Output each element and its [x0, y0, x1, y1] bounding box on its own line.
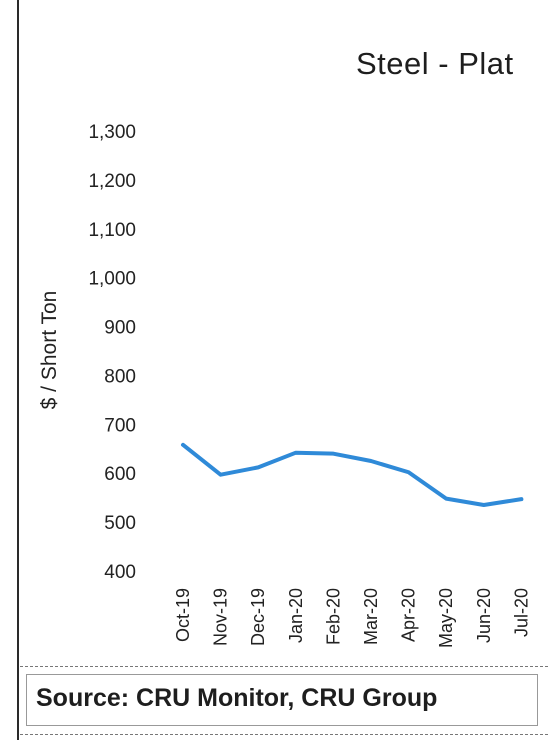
x-tick-label: Jul-20 — [511, 588, 531, 637]
source-box — [26, 674, 538, 726]
chart-title: Steel - Plat — [356, 46, 514, 81]
y-tick-label: 1,200 — [88, 171, 136, 192]
y-tick-label: 500 — [104, 513, 136, 534]
source-note: Source: CRU Monitor, CRU Group — [36, 684, 438, 712]
x-tick-label: May-20 — [436, 588, 456, 648]
x-tick-label: Jun-20 — [474, 588, 494, 643]
footer-divider-bottom — [20, 734, 548, 735]
x-tick-label: Feb-20 — [323, 588, 343, 645]
y-axis-ticks: 1,300 1,200 1,100 1,000 900 800 700 600 500 400 — [88, 122, 136, 583]
y-tick-label: 600 — [104, 464, 136, 485]
x-tick-label: Jan-20 — [286, 588, 306, 643]
line-chart: 1,300 1,200 1,100 1,000 900 800 700 600 500 400 O… — [88, 122, 531, 648]
y-tick-label: 800 — [104, 366, 136, 387]
series-line — [181, 442, 524, 507]
y-tick-label: 700 — [104, 415, 136, 436]
x-tick-label: Apr-20 — [399, 588, 419, 642]
y-tick-label: 1,300 — [88, 122, 136, 143]
y-tick-label: 400 — [104, 562, 136, 583]
x-tick-label: Mar-20 — [361, 588, 381, 645]
footer-divider-top — [20, 666, 548, 667]
x-axis-ticks: Oct-19 Nov-19 Dec-19 Jan-20 Feb-20 Mar-20 Apr-… — [173, 588, 531, 648]
y-tick-label: 900 — [104, 318, 136, 339]
x-tick-label: Nov-19 — [211, 588, 231, 646]
y-tick-label: 1,000 — [88, 269, 136, 290]
x-tick-label: Dec-19 — [248, 588, 268, 646]
x-tick-label: Oct-19 — [173, 588, 193, 642]
series-group — [181, 442, 524, 507]
y-tick-label: 1,100 — [88, 220, 136, 241]
left-border-line — [17, 0, 19, 740]
